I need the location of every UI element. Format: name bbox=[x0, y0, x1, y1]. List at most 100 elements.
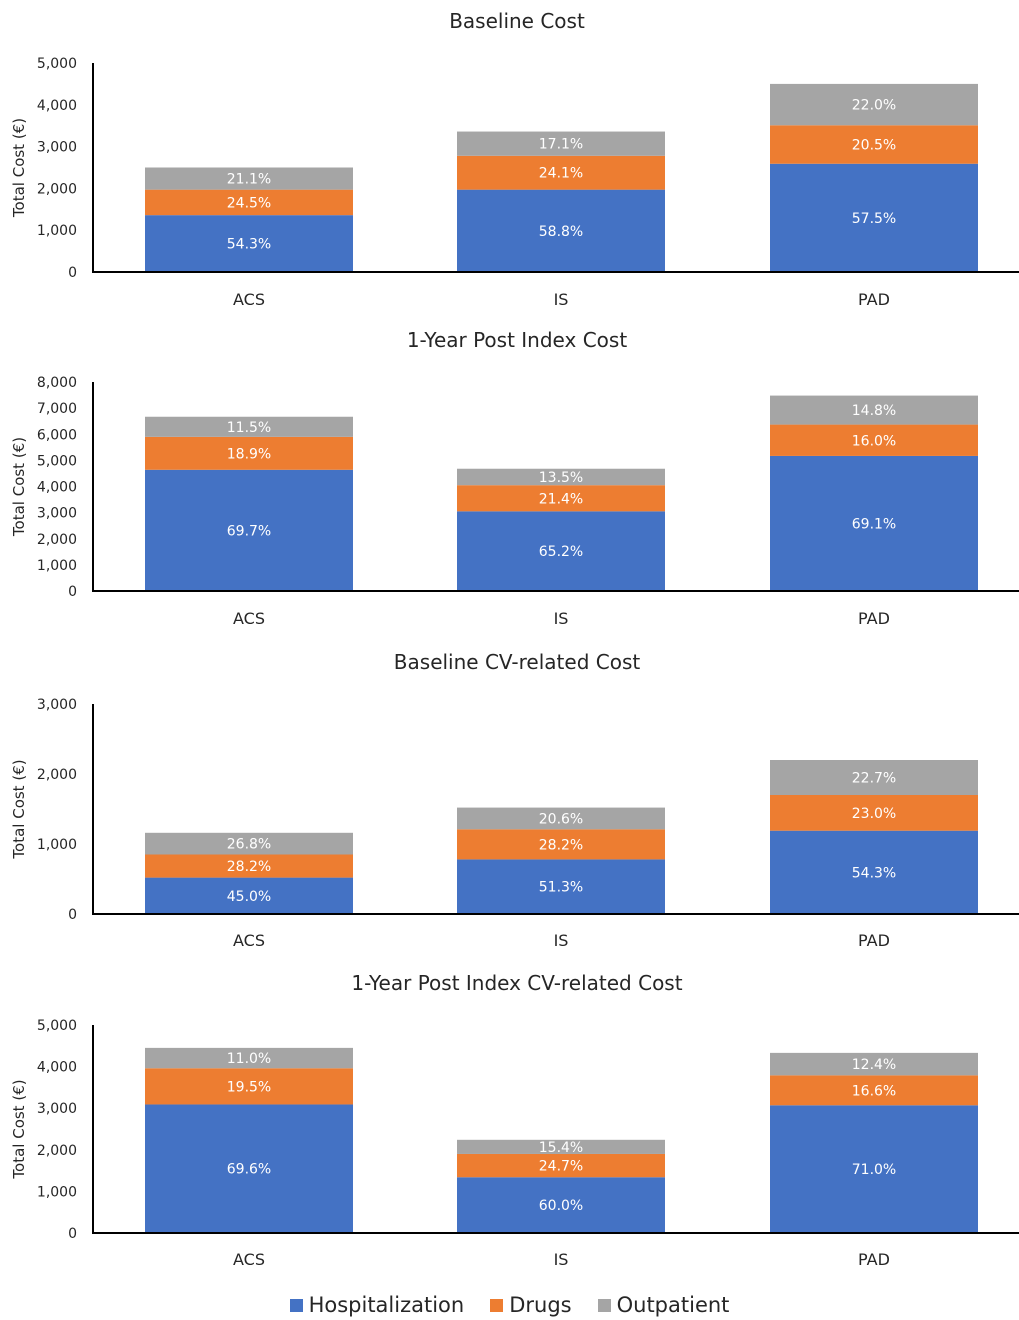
y-tick-label: 4,000 bbox=[37, 1060, 77, 1076]
y-tick-label: 0 bbox=[68, 907, 77, 923]
legend-swatch-drugs bbox=[490, 1298, 504, 1312]
bar-segment-drugs bbox=[457, 485, 665, 512]
y-tick-label: 1,000 bbox=[37, 1184, 77, 1200]
x-tick-label: IS bbox=[554, 1250, 569, 1269]
bar-segment-hospitalization bbox=[457, 1177, 665, 1233]
bar-segment-hospitalization bbox=[145, 469, 353, 591]
y-tick-label: 1,000 bbox=[37, 223, 77, 239]
chart-title: 1-Year Post Index Cost bbox=[407, 328, 628, 352]
y-tick-label: 5,000 bbox=[37, 56, 77, 72]
y-axis-label: Total Cost (€) bbox=[10, 1079, 28, 1179]
data-label: 21.4% bbox=[539, 491, 583, 507]
bar-segment-hospitalization bbox=[770, 830, 978, 914]
x-tick-label: IS bbox=[554, 931, 569, 950]
data-label: 26.8% bbox=[227, 837, 271, 853]
bar-segment-outpatient bbox=[770, 1052, 978, 1076]
data-label: 18.9% bbox=[227, 446, 271, 462]
legend-label-outpatient: Outpatient bbox=[616, 1293, 730, 1317]
y-tick-label: 3,000 bbox=[37, 697, 77, 713]
legend-label-hospitalization: Hospitalization bbox=[308, 1293, 465, 1317]
data-label: 23.0% bbox=[852, 806, 896, 822]
data-label: 20.5% bbox=[852, 138, 896, 154]
bar-segment-drugs bbox=[770, 1075, 978, 1106]
bar-segment-drugs bbox=[145, 1068, 353, 1105]
y-axis-label: Total Cost (€) bbox=[10, 759, 28, 859]
y-axis-label: Total Cost (€) bbox=[10, 437, 28, 537]
data-label: 54.3% bbox=[852, 865, 896, 881]
x-tick-label: IS bbox=[554, 290, 569, 309]
y-tick-label: 3,000 bbox=[37, 1101, 77, 1117]
bar-segment-hospitalization bbox=[457, 511, 665, 591]
chart-title: 1-Year Post Index CV-related Cost bbox=[351, 971, 682, 995]
x-tick-label: ACS bbox=[233, 931, 265, 950]
data-label: 14.8% bbox=[852, 403, 896, 419]
legend-item-outpatient: Outpatient bbox=[597, 1293, 730, 1317]
data-label: 65.2% bbox=[539, 544, 583, 560]
bar-segment-drugs bbox=[457, 829, 665, 860]
y-tick-label: 0 bbox=[68, 1226, 77, 1242]
data-label: 28.2% bbox=[227, 859, 271, 875]
data-label: 58.8% bbox=[539, 224, 583, 240]
data-label: 51.3% bbox=[539, 880, 583, 896]
data-label: 57.5% bbox=[852, 211, 896, 227]
data-label: 11.5% bbox=[227, 420, 271, 436]
data-label: 69.7% bbox=[227, 523, 271, 539]
y-tick-label: 0 bbox=[68, 265, 77, 281]
data-label: 13.5% bbox=[539, 470, 583, 486]
y-tick-label: 6,000 bbox=[37, 427, 77, 443]
bar-segment-hospitalization bbox=[770, 455, 978, 591]
bar-segment-drugs bbox=[145, 189, 353, 216]
legend-label-drugs: Drugs bbox=[509, 1293, 572, 1317]
x-tick-label: PAD bbox=[858, 1250, 890, 1269]
data-label: 15.4% bbox=[539, 1140, 583, 1156]
bar-segment-drugs bbox=[145, 436, 353, 470]
legend-item-drugs: Drugs bbox=[490, 1293, 572, 1317]
chart-title: Baseline CV-related Cost bbox=[394, 650, 641, 674]
bar-segment-outpatient bbox=[457, 807, 665, 830]
data-label: 60.0% bbox=[539, 1198, 583, 1214]
y-tick-label: 1,000 bbox=[37, 558, 77, 574]
bar-segment-hospitalization bbox=[457, 189, 665, 272]
x-tick-label: PAD bbox=[858, 609, 890, 628]
y-tick-label: 2,000 bbox=[37, 181, 77, 197]
data-label: 24.1% bbox=[539, 166, 583, 182]
bar-segment-outpatient bbox=[770, 83, 978, 126]
bar-segment-drugs bbox=[770, 795, 978, 831]
data-label: 45.0% bbox=[227, 889, 271, 905]
y-tick-label: 3,000 bbox=[37, 506, 77, 522]
data-label: 71.0% bbox=[852, 1162, 896, 1178]
y-tick-label: 7,000 bbox=[37, 401, 77, 417]
y-tick-label: 3,000 bbox=[37, 140, 77, 156]
bar-segment-outpatient bbox=[770, 395, 978, 425]
bar-segment-outpatient bbox=[145, 167, 353, 190]
bar-segment-hospitalization bbox=[145, 877, 353, 914]
bar-segment-outpatient bbox=[145, 1047, 353, 1069]
legend-item-hospitalization: Hospitalization bbox=[289, 1293, 465, 1317]
y-tick-label: 4,000 bbox=[37, 480, 77, 496]
y-tick-label: 2,000 bbox=[37, 532, 77, 548]
x-tick-label: PAD bbox=[858, 931, 890, 950]
y-axis-label: Total Cost (€) bbox=[10, 118, 28, 218]
bar-segment-hospitalization bbox=[145, 215, 353, 272]
y-tick-label: 0 bbox=[68, 584, 77, 600]
data-label: 24.7% bbox=[539, 1159, 583, 1175]
bar-segment-drugs bbox=[770, 424, 978, 456]
data-label: 54.3% bbox=[227, 237, 271, 253]
y-tick-label: 2,000 bbox=[37, 767, 77, 783]
bar-segment-drugs bbox=[457, 155, 665, 190]
y-tick-label: 5,000 bbox=[37, 453, 77, 469]
x-tick-label: ACS bbox=[233, 609, 265, 628]
data-label: 12.4% bbox=[852, 1057, 896, 1073]
bar-segment-drugs bbox=[145, 854, 353, 878]
legend-swatch-hospitalization bbox=[289, 1298, 303, 1312]
legend-swatch-outpatient bbox=[597, 1298, 611, 1312]
bar-segment-outpatient bbox=[457, 1139, 665, 1154]
legend: Hospitalization Drugs Outpatient bbox=[0, 1290, 1019, 1320]
y-tick-label: 1,000 bbox=[37, 837, 77, 853]
bar-segment-drugs bbox=[457, 1153, 665, 1178]
bar-segment-drugs bbox=[770, 125, 978, 164]
data-label: 69.1% bbox=[852, 516, 896, 532]
data-label: 21.1% bbox=[227, 172, 271, 188]
data-label: 22.0% bbox=[852, 98, 896, 114]
data-label: 17.1% bbox=[539, 137, 583, 153]
